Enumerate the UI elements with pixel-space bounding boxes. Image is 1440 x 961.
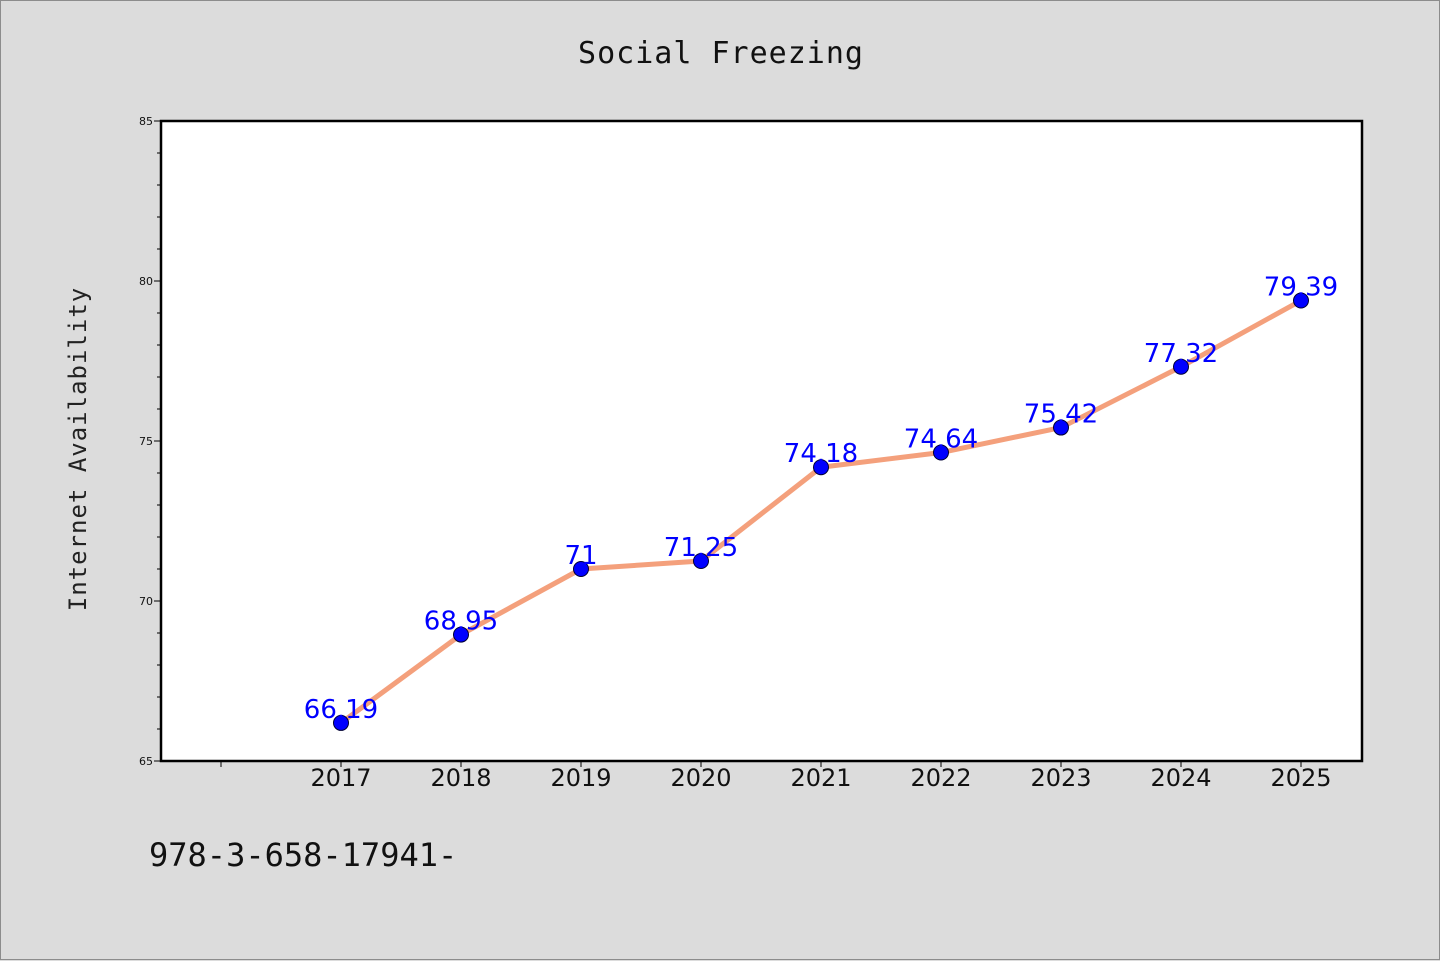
data-labels: 66.19 68.95 71 71.25 74.18 74.64 75.42 77.32 79.… xyxy=(304,273,1338,725)
data-point xyxy=(813,459,829,476)
data-point xyxy=(1173,358,1189,375)
data-label: 71.25 xyxy=(664,533,738,563)
y-tick-label: 65 xyxy=(139,755,153,768)
data-point xyxy=(333,714,349,731)
y-axis-label: Internet Availability xyxy=(64,287,92,611)
data-label: 77.32 xyxy=(1144,339,1218,369)
data-label: 74.64 xyxy=(904,425,978,455)
x-tick-label: 2017 xyxy=(310,764,371,792)
y-tick-label: 70 xyxy=(139,595,153,608)
data-point xyxy=(693,553,709,569)
x-tick-label: 2023 xyxy=(1030,764,1091,792)
x-tick-label: 2018 xyxy=(430,764,491,792)
data-label: 66.19 xyxy=(304,695,378,725)
x-tick-label: 2020 xyxy=(670,764,731,792)
x-tick-label: 2022 xyxy=(910,764,971,792)
data-point xyxy=(1293,292,1309,309)
data-label: 75.42 xyxy=(1024,400,1098,430)
data-label: 79.39 xyxy=(1264,273,1338,303)
x-tick-label: 2021 xyxy=(790,764,851,792)
data-markers xyxy=(333,292,1309,731)
data-label: 68.95 xyxy=(424,607,498,637)
data-point xyxy=(573,561,589,577)
y-tick-label: 80 xyxy=(139,275,153,288)
y-tick-label: 75 xyxy=(139,435,153,448)
x-tick-label: 2024 xyxy=(1150,764,1211,792)
y-tick-label: 85 xyxy=(139,115,153,128)
x-tick-label: 2019 xyxy=(550,764,611,792)
plot-area xyxy=(159,119,1364,763)
data-label: 74.18 xyxy=(784,439,858,469)
data-point xyxy=(453,626,469,643)
x-tick-label: 2025 xyxy=(1270,764,1331,792)
data-point xyxy=(933,444,949,461)
data-label: 71 xyxy=(564,541,597,571)
data-point xyxy=(1053,419,1069,436)
chart-title: Social Freezing xyxy=(578,36,864,71)
footer-text: 978-3-658-17941- xyxy=(149,836,457,874)
x-axis: 2017 2018 2019 2020 2021 2022 2023 2024 2025 xyxy=(220,761,1332,792)
y-axis: 65 70 75 80 85 xyxy=(139,115,161,768)
